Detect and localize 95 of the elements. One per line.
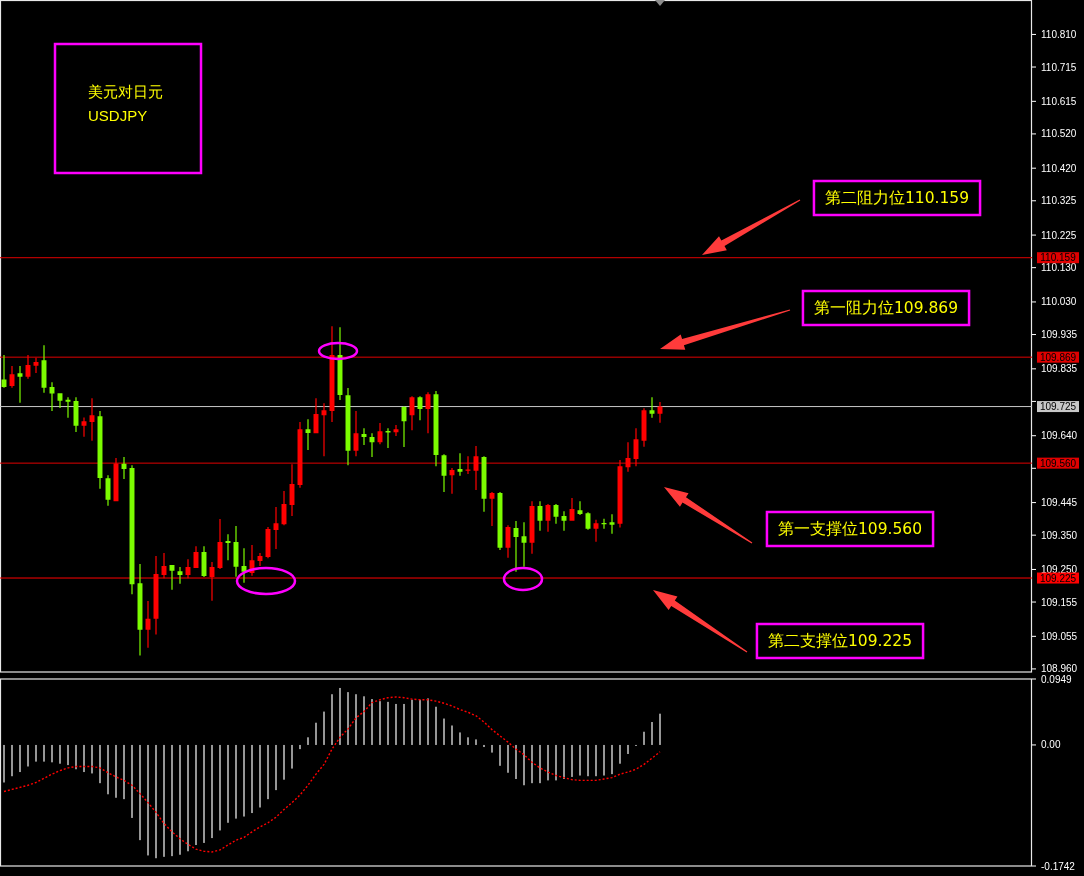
y-tick-label: 0.00 bbox=[1041, 739, 1061, 751]
candlestick bbox=[57, 393, 63, 408]
candlestick bbox=[121, 456, 127, 479]
candlestick bbox=[649, 397, 655, 418]
candlestick bbox=[281, 490, 287, 526]
candlestick bbox=[361, 428, 367, 445]
text: 美元对日元 bbox=[88, 83, 163, 101]
candlestick bbox=[409, 396, 415, 431]
candlestick bbox=[577, 501, 583, 515]
y-tick-label: 110.520 bbox=[1041, 128, 1077, 140]
ref-line-label: 109.560 bbox=[1039, 457, 1077, 469]
candlestick bbox=[521, 522, 527, 567]
y-tick-label: 109.640 bbox=[1041, 430, 1078, 442]
candlestick bbox=[65, 397, 71, 418]
y-tick-label: 109.935 bbox=[1041, 329, 1078, 341]
candlestick bbox=[337, 327, 343, 401]
y-tick-label: 109.250 bbox=[1041, 563, 1078, 575]
y-tick-label: 110.810 bbox=[1041, 28, 1077, 40]
candlestick bbox=[33, 357, 39, 373]
candlestick bbox=[625, 442, 631, 472]
candlestick bbox=[25, 355, 31, 379]
ref-line-label: 109.725 bbox=[1039, 401, 1077, 413]
candlestick bbox=[9, 366, 15, 388]
candlestick bbox=[537, 501, 543, 531]
candlestick bbox=[369, 433, 375, 457]
candlestick bbox=[465, 456, 471, 475]
candlestick bbox=[145, 601, 151, 648]
text: USDJPY bbox=[88, 106, 148, 124]
candlestick bbox=[593, 519, 599, 542]
candlestick bbox=[609, 514, 615, 534]
annotation: 第二支撑位109.225 bbox=[767, 632, 913, 650]
y-tick-label: 110.420 bbox=[1041, 162, 1077, 174]
candlestick bbox=[529, 501, 535, 554]
candlestick bbox=[657, 402, 663, 423]
y-tick-label: 110.615 bbox=[1041, 95, 1077, 107]
y-tick-label: -0.1742 bbox=[1041, 860, 1076, 872]
candlestick bbox=[49, 382, 55, 412]
ref-line-label: 109.869 bbox=[1039, 351, 1077, 363]
candlestick bbox=[273, 507, 279, 549]
y-tick-label: 109.835 bbox=[1041, 363, 1078, 375]
y-tick-label: 109.445 bbox=[1041, 497, 1078, 509]
candlestick bbox=[457, 453, 463, 476]
annotation: 第一阻力位109.869 bbox=[813, 299, 959, 317]
ref-line-label: 110.159 bbox=[1040, 252, 1077, 264]
candlestick bbox=[169, 565, 175, 590]
candlestick bbox=[377, 423, 383, 445]
candlestick bbox=[89, 398, 95, 441]
candlestick bbox=[137, 563, 143, 656]
candlestick bbox=[473, 445, 479, 490]
candlestick bbox=[489, 491, 495, 526]
candlestick bbox=[417, 396, 423, 421]
candlestick bbox=[81, 417, 87, 437]
candlestick bbox=[385, 428, 391, 449]
candlestick bbox=[401, 406, 407, 448]
candlestick bbox=[305, 419, 311, 451]
y-tick-label: 110.130 bbox=[1041, 262, 1077, 274]
y-tick-label: 108.960 bbox=[1041, 663, 1078, 675]
y-tick-label: 0.0949 bbox=[1041, 673, 1073, 685]
candlestick bbox=[513, 521, 519, 572]
candlestick bbox=[545, 503, 551, 532]
candlestick bbox=[41, 345, 47, 393]
y-tick-label: 110.325 bbox=[1041, 195, 1077, 207]
candlestick bbox=[313, 398, 319, 434]
candlestick bbox=[1, 355, 7, 388]
candlestick bbox=[73, 397, 79, 432]
candlestick bbox=[225, 534, 231, 561]
annotation: 第二阻力位110.159 bbox=[824, 189, 970, 207]
y-tick-label: 109.055 bbox=[1041, 630, 1078, 642]
y-tick-label: 110.715 bbox=[1041, 61, 1077, 73]
y-tick-label: 110.030 bbox=[1041, 296, 1077, 308]
candlestick bbox=[393, 425, 399, 437]
candlestick bbox=[321, 403, 327, 457]
candlestick bbox=[505, 525, 511, 558]
candlestick bbox=[233, 525, 239, 577]
candlestick bbox=[17, 366, 23, 403]
y-tick-label: 110.225 bbox=[1041, 229, 1077, 241]
candlestick bbox=[449, 467, 455, 494]
line-series bbox=[3, 696, 661, 853]
candlestick bbox=[553, 503, 559, 524]
candlestick bbox=[257, 553, 263, 567]
candlestick bbox=[289, 464, 295, 516]
candlestick bbox=[561, 511, 567, 531]
candlestick bbox=[601, 518, 607, 529]
candlestick bbox=[177, 567, 183, 584]
ref-line-label: 109.225 bbox=[1039, 572, 1077, 584]
y-tick-label: 109.155 bbox=[1041, 596, 1078, 608]
annotation: 第一支撑位109.560 bbox=[777, 520, 923, 538]
y-tick-label: 109.350 bbox=[1041, 529, 1078, 541]
candlestick bbox=[633, 428, 639, 467]
candlestick bbox=[105, 475, 111, 506]
candlestick bbox=[425, 392, 431, 434]
candlestick bbox=[441, 454, 447, 492]
candlestick bbox=[569, 498, 575, 521]
candlestick bbox=[353, 411, 359, 457]
candlestick bbox=[217, 519, 223, 570]
